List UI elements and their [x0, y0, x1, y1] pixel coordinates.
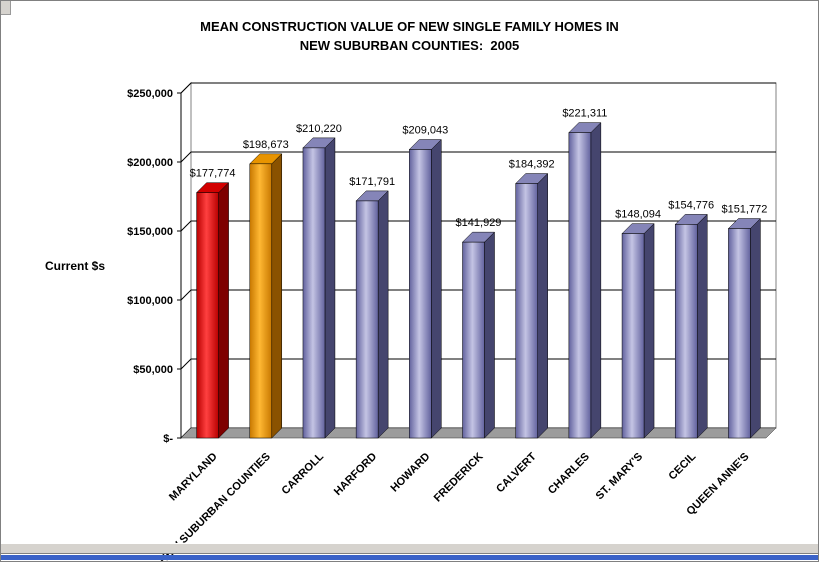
value-label: $171,791 [349, 176, 395, 188]
value-label: $210,220 [296, 123, 342, 135]
side-wall [180, 81, 192, 440]
bar-front [621, 233, 645, 439]
category-label: HOWARD [389, 451, 433, 495]
bottom-scroll-strip [1, 543, 818, 554]
value-label: $177,774 [190, 168, 236, 180]
scroll-corner [1, 1, 11, 15]
bar-side [750, 217, 761, 439]
bar-side [431, 138, 442, 439]
bar-side [696, 213, 708, 439]
y-tick-label: $200,000 [127, 157, 173, 169]
bar-front [196, 192, 219, 439]
category-label: CHARLES [546, 451, 592, 497]
value-label: $154,776 [668, 199, 714, 211]
bar-front [409, 149, 432, 439]
bar-front [302, 147, 326, 439]
value-label: $198,673 [243, 139, 289, 151]
value-label: $221,311 [562, 108, 607, 120]
value-label: $141,929 [456, 217, 502, 229]
value-label: $209,043 [402, 125, 448, 137]
category-label: HARFORD [332, 451, 379, 498]
bar-side [324, 137, 336, 439]
bar-front [355, 200, 379, 439]
bar-side [484, 231, 495, 439]
y-tick-label: $100,000 [127, 295, 173, 307]
y-axis-title: Current $s [45, 259, 106, 273]
bar-front [249, 163, 273, 439]
bar-front [728, 228, 751, 439]
bar-side [643, 223, 655, 439]
category-label: CARROLL [280, 450, 327, 497]
category-label: FREDERICK [432, 451, 486, 505]
bar-front [462, 241, 485, 439]
value-label: $148,094 [615, 209, 661, 221]
chart-title: MEAN CONSTRUCTION VALUE OF NEW SINGLE FA… [1, 17, 818, 55]
value-label: $151,772 [721, 204, 767, 216]
value-label: $184,392 [509, 159, 555, 171]
bottom-blue-line [1, 555, 818, 560]
y-tick-label: $- [163, 433, 173, 445]
chart-title-line2: NEW SUBURBAN COUNTIES: 2005 [299, 38, 520, 53]
bar-front [568, 132, 592, 439]
y-tick-label: $250,000 [127, 88, 173, 100]
bar-front [674, 224, 698, 439]
bar-side [590, 121, 602, 439]
category-label: CALVERT [494, 450, 539, 495]
chart-title-line1: MEAN CONSTRUCTION VALUE OF NEW SINGLE FA… [200, 19, 619, 34]
bar-side [537, 172, 548, 439]
category-label: ST. MARY'S [594, 451, 646, 503]
y-tick-label: $150,000 [127, 226, 173, 238]
category-label: MARYLAND [167, 451, 220, 504]
bar-front [515, 183, 538, 439]
gridline [180, 82, 776, 94]
y-tick-label: $50,000 [133, 364, 173, 376]
bar-side [271, 153, 283, 439]
bar-side [377, 190, 389, 439]
category-label: CECIL [667, 450, 699, 482]
bar-side [218, 182, 229, 439]
